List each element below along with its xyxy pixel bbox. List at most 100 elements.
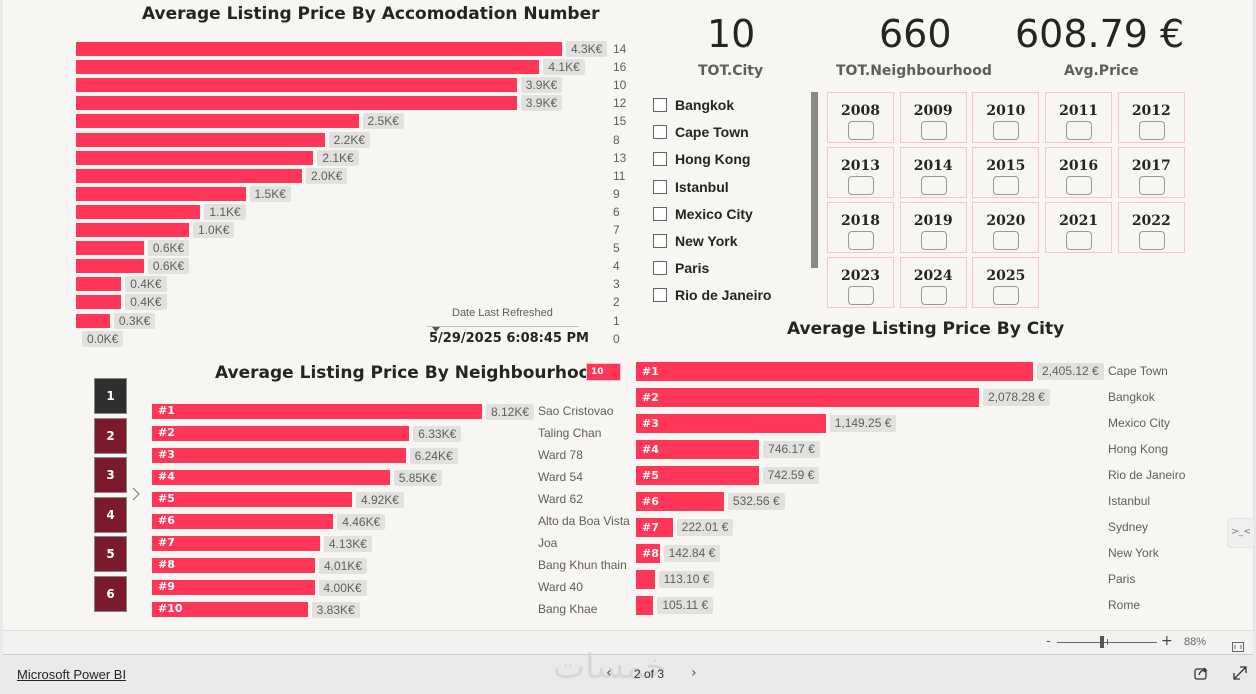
year-slicer-tile[interactable]: 2016 [1045, 147, 1113, 198]
year-checkbox[interactable] [920, 121, 947, 140]
city-slicer-item[interactable]: New York [653, 231, 738, 251]
bar[interactable] [76, 295, 122, 310]
year-checkbox[interactable] [848, 231, 874, 250]
bar[interactable]: #8 [636, 544, 660, 563]
checkbox[interactable] [653, 234, 667, 248]
bar[interactable] [76, 150, 314, 165]
year-checkbox[interactable] [1066, 121, 1093, 140]
city-slicer-item[interactable]: Istanbul [653, 177, 729, 197]
checkbox[interactable] [653, 261, 667, 276]
year-checkbox[interactable] [1138, 231, 1165, 250]
year-slicer-tile[interactable]: 2008 [827, 92, 894, 143]
year-checkbox[interactable] [848, 176, 874, 195]
bar[interactable]: #3 [152, 448, 406, 463]
checkbox[interactable] [653, 98, 667, 112]
prev-page-button[interactable]: ‹ [606, 665, 612, 681]
fit-to-page-icon[interactable] [1232, 637, 1244, 652]
zoom-slider-thumb[interactable] [1100, 636, 1104, 648]
bar[interactable] [76, 277, 122, 292]
year-checkbox[interactable] [1138, 121, 1165, 140]
year-slicer-tile[interactable]: 2020 [972, 202, 1040, 253]
year-slicer-tile[interactable]: 2024 [899, 257, 967, 308]
city-slicer-scrollbar[interactable] [811, 92, 818, 268]
topn-selector[interactable]: 10 [586, 363, 621, 381]
checkbox[interactable] [653, 206, 667, 221]
bar[interactable]: #1 [636, 362, 1033, 381]
year-checkbox[interactable] [993, 231, 1020, 250]
bar[interactable]: #8 [152, 558, 315, 573]
bar[interactable]: #6 [152, 514, 334, 529]
year-slicer-tile[interactable]: 2019 [899, 202, 967, 253]
bar[interactable] [76, 60, 540, 75]
year-slicer-tile[interactable]: 2012 [1117, 92, 1185, 143]
year-checkbox[interactable] [993, 286, 1020, 305]
year-checkbox[interactable] [848, 121, 874, 140]
bar[interactable]: #4 [636, 440, 760, 459]
year-slicer-tile[interactable]: 2014 [899, 147, 967, 198]
bar[interactable]: #5 [636, 466, 759, 485]
year-checkbox[interactable] [920, 286, 947, 305]
checkbox[interactable] [653, 152, 667, 167]
year-checkbox[interactable] [848, 286, 874, 305]
bar[interactable]: #6 [636, 492, 724, 511]
bar[interactable]: #2 [636, 388, 980, 407]
year-slicer-tile[interactable]: 2025 [972, 257, 1040, 308]
year-checkbox[interactable] [993, 121, 1020, 140]
collapse-pane-icon[interactable]: >_< [1227, 518, 1255, 548]
year-slicer-tile[interactable]: 2023 [827, 257, 894, 308]
bar[interactable]: #3 [636, 414, 826, 433]
fullscreen-icon[interactable] [1232, 665, 1248, 681]
city-slicer-item[interactable]: Bangkok [653, 95, 734, 115]
year-checkbox[interactable] [920, 231, 947, 250]
chevron-right-icon[interactable] [131, 486, 141, 501]
bar[interactable]: #10 [152, 602, 308, 617]
year-checkbox[interactable] [993, 176, 1020, 195]
year-checkbox[interactable] [1138, 176, 1165, 195]
bar[interactable] [76, 259, 144, 274]
bar[interactable]: #7 [152, 536, 320, 551]
next-page-button[interactable]: › [691, 665, 697, 681]
bar[interactable] [76, 313, 110, 328]
bar[interactable] [76, 186, 246, 201]
year-slicer-tile[interactable]: 2018 [827, 202, 894, 253]
city-slicer-item[interactable]: Paris [653, 258, 709, 278]
checkbox[interactable] [653, 179, 667, 194]
city-slicer-item[interactable]: Rio de Janeiro [653, 285, 771, 305]
bar[interactable] [76, 168, 303, 183]
bar[interactable] [76, 42, 562, 56]
year-slicer-tile[interactable]: 2013 [827, 147, 894, 198]
city-slicer-item[interactable]: Mexico City [653, 204, 753, 224]
checkbox[interactable] [653, 288, 667, 303]
year-slicer-tile[interactable]: 2009 [899, 92, 967, 143]
year-slicer-tile[interactable]: 2010 [972, 92, 1040, 143]
year-slicer-tile[interactable]: 2017 [1117, 147, 1185, 198]
page-button[interactable]: 4 [94, 496, 127, 533]
power-bi-link[interactable]: Microsoft Power BI [17, 667, 127, 682]
page-button[interactable]: 3 [94, 457, 127, 493]
page-button[interactable]: 1 [94, 378, 127, 414]
bar[interactable]: #1 [152, 404, 482, 419]
city-slicer-item[interactable]: Cape Town [653, 122, 749, 142]
year-slicer-tile[interactable]: 2011 [1045, 92, 1113, 143]
bar[interactable]: #9 [152, 580, 315, 595]
bar[interactable] [76, 114, 359, 129]
checkbox[interactable] [653, 125, 667, 140]
bar[interactable] [76, 78, 517, 93]
bar[interactable] [76, 204, 201, 219]
year-slicer-tile[interactable]: 2022 [1117, 202, 1185, 253]
page-button[interactable]: 6 [94, 575, 127, 612]
bar[interactable]: #2 [152, 426, 410, 441]
bar[interactable] [76, 241, 144, 256]
year-checkbox[interactable] [1066, 176, 1093, 195]
bar[interactable]: #4 [152, 470, 390, 485]
bar[interactable] [76, 132, 325, 147]
year-checkbox[interactable] [920, 176, 947, 195]
page-button[interactable]: 2 [94, 417, 127, 454]
year-checkbox[interactable] [1066, 231, 1093, 250]
bar[interactable] [636, 596, 654, 615]
sort-arrow-icon[interactable] [432, 318, 440, 332]
page-button[interactable]: 5 [94, 536, 127, 572]
zoom-out-button[interactable]: - [1046, 634, 1051, 649]
bar[interactable] [76, 223, 190, 237]
bar[interactable]: #7 [636, 518, 673, 537]
